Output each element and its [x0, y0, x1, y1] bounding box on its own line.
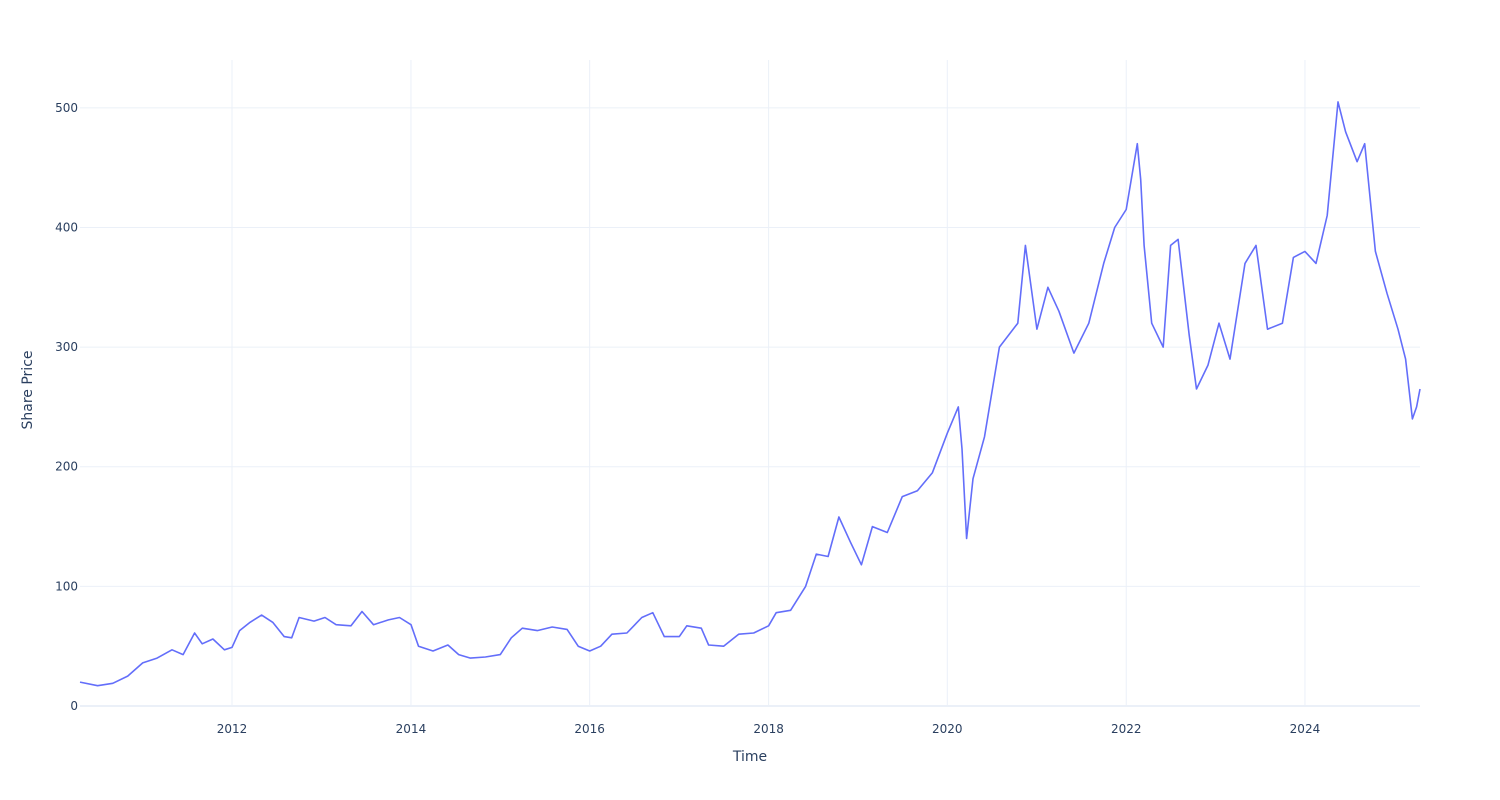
- x-tick-label: 2018: [753, 722, 784, 736]
- x-tick-label: 2016: [574, 722, 605, 736]
- x-tick-label: 2020: [932, 722, 963, 736]
- x-axis-title: Time: [732, 749, 767, 765]
- y-axis-title: Share Price: [20, 350, 36, 429]
- x-tick-labels: 2012 2014 2016 2018 2020 2022 2024: [217, 722, 1320, 736]
- y-tick-label: 0: [70, 699, 78, 713]
- y-tick-label: 100: [55, 579, 78, 593]
- y-grid-lines: [80, 107, 1420, 707]
- y-tick-label: 500: [55, 101, 78, 115]
- x-tick-label: 2012: [217, 722, 248, 736]
- y-tick-labels: 0 100 200 300 400 500: [55, 101, 78, 713]
- x-grid-lines: [231, 60, 1306, 706]
- x-tick-label: 2014: [396, 722, 427, 736]
- x-tick-label: 2022: [1111, 722, 1142, 736]
- y-tick-label: 400: [55, 220, 78, 234]
- y-tick-label: 200: [55, 460, 78, 474]
- y-tick-label: 300: [55, 340, 78, 354]
- share-price-line: [79, 101, 1421, 687]
- series-layer: [79, 101, 1421, 687]
- x-tick-label: 2024: [1290, 722, 1321, 736]
